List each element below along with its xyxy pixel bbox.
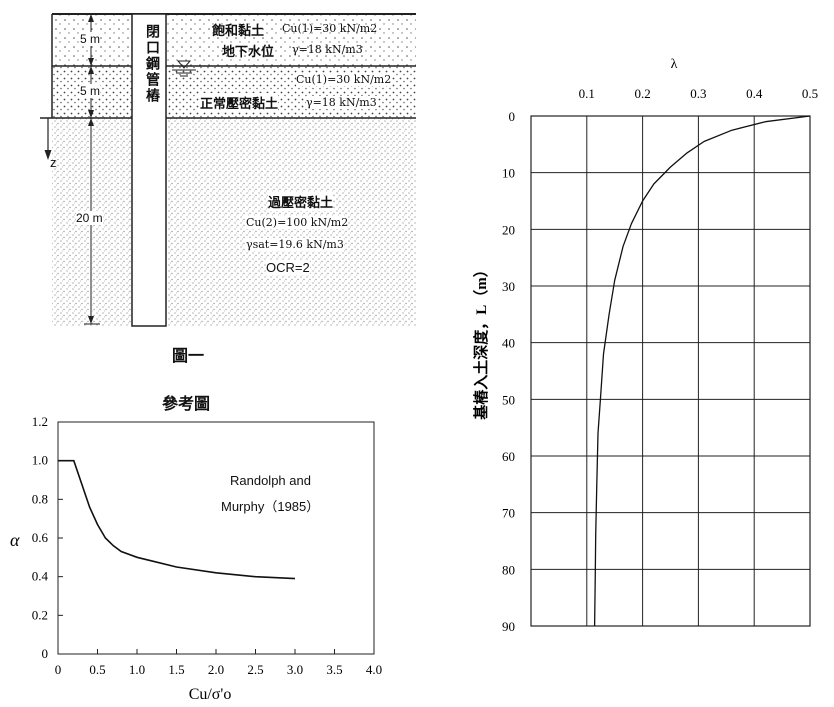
ref-x-axis-label: Cu/σ'o: [189, 686, 232, 703]
ref-y-tick-label: 0.2: [32, 607, 48, 622]
lambda-y-tick-label: 80: [502, 562, 515, 577]
lambda-y-tick-label: 50: [502, 392, 515, 407]
ref-x-tick-label: 1.5: [168, 662, 184, 677]
lambda-y-tick-label: 70: [502, 506, 515, 521]
lambda-y-tick-label: 90: [502, 619, 515, 634]
ref-alpha-chart: 0 0.5 1.0 1.5 2.0 2.5 3.0 3.5 4.0 0 0.2 0.4 0.6 0.8 1.…: [10, 417, 382, 703]
lambda-curve: [593, 115, 811, 627]
figure1-caption: 圖一: [172, 346, 205, 365]
ref-y-tick-label: 0.6: [32, 530, 49, 545]
ref-y-tick-label: 0: [42, 646, 49, 661]
water-table-label: 地下水位: [222, 45, 275, 60]
ref-y-axis-label: α: [10, 530, 20, 550]
layer1-name: 飽和黏土: [212, 24, 265, 39]
lambda-y-tick-label: 40: [502, 336, 515, 351]
ref-y-tick-label: 0.8: [32, 491, 48, 506]
ref-x-tick-label: 4.0: [366, 662, 382, 677]
layer1-gamma: γ=18 kN/m3: [292, 43, 363, 56]
lambda-depth-chart: 0 10 20 30 40 50 60 70 80 90 0.1 0.2 0.3 0.4 0.5 λ 基樁入土深…: [472, 57, 818, 634]
layer3-gamma: γsat=19.6 kN/m3: [246, 238, 344, 251]
layer2-thickness: 5 m: [80, 84, 101, 98]
ref-x-tick-label: 1.0: [129, 662, 145, 677]
lambda-x-tick-label: 0.5: [802, 86, 818, 101]
ref-y-tick-label: 1.0: [32, 453, 48, 468]
ref-y-tick-label: 1.2: [32, 417, 48, 429]
layer3-fill: [52, 118, 416, 326]
ref-x-tick-label: 0.5: [89, 662, 105, 677]
ref-x-tick-label: 2.5: [247, 662, 263, 677]
ref-x-tick-label: 0: [55, 662, 62, 677]
layer2-cu: Cu(1)=30 kN/m2: [296, 73, 392, 86]
lambda-y-tick-label: 10: [502, 166, 515, 181]
layer1-fill: [52, 14, 416, 66]
lambda-x-tick-label: 0.4: [746, 86, 763, 101]
ref-y-tick-label: 0.4: [32, 569, 49, 584]
lambda-plot-frame: [530, 115, 811, 627]
ref-alpha-curve: [58, 459, 296, 580]
z-axis-label: z: [50, 155, 57, 170]
layer3-ocr: OCR=2: [266, 260, 310, 275]
ref-x-tick-label: 3.5: [326, 662, 342, 677]
layer3-cu: Cu(2)=100 kN/m2: [246, 216, 349, 229]
ref-chart-annotation-2: Murphy（1985）: [221, 499, 320, 514]
ref-chart-title: 參考圖: [162, 394, 211, 413]
layer2-gamma: γ=18 kN/m3: [306, 96, 377, 109]
ref-x-tick-label: 2.0: [208, 662, 224, 677]
soil-profile-figure: 5 m 5 m 20 m z 閉口鋼管樁 飽和黏土 Cu(1)=30 kN/m2…: [0, 0, 420, 370]
layer1-cu: Cu(1)=30 kN/m2: [282, 22, 378, 35]
lambda-y-tick-label: 0: [509, 109, 516, 124]
ref-x-tick-label: 3.0: [287, 662, 303, 677]
layer1-thickness: 5 m: [80, 32, 101, 46]
lambda-y-axis-label: 基樁入土深度，L（m）: [472, 262, 490, 421]
lambda-x-tick-label: 0.2: [634, 86, 650, 101]
layer3-name: 過壓密黏土: [268, 192, 334, 211]
lambda-y-tick-label: 60: [502, 449, 515, 464]
lambda-x-tick-label: 0.3: [690, 86, 706, 101]
ref-chart-annotation-1: Randolph and: [230, 473, 311, 488]
pile-label: 閉口鋼管樁: [142, 24, 162, 104]
lambda-y-tick-label: 30: [502, 279, 515, 294]
lambda-x-axis-label: λ: [671, 57, 678, 72]
layer2-name: 正常壓密黏土: [200, 93, 279, 112]
lambda-x-tick-label: 0.1: [579, 86, 595, 101]
layer3-thickness: 20 m: [76, 211, 103, 225]
lambda-y-tick-label: 20: [502, 222, 515, 237]
